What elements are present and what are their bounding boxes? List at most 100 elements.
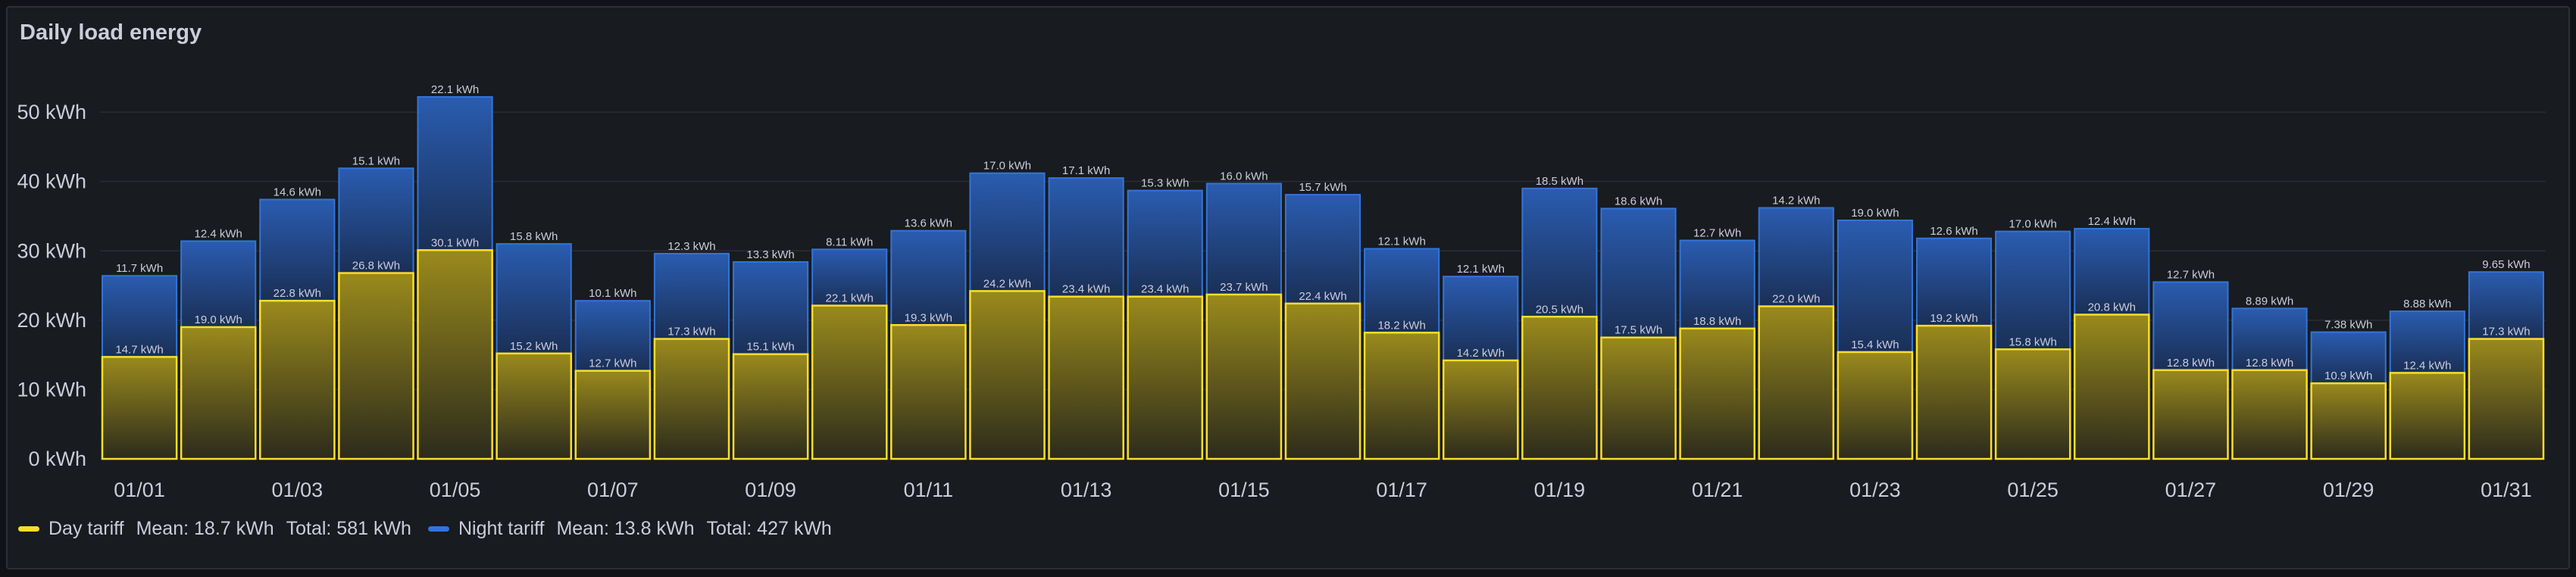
night-data-label: 8.11 kWh — [826, 235, 873, 248]
night-data-label: 12.1 kWh — [1457, 263, 1505, 276]
x-tick-label: 01/07 — [587, 479, 639, 501]
night-bar[interactable] — [1364, 248, 1440, 334]
x-tick-label: 01/29 — [2323, 479, 2374, 501]
night-bar[interactable] — [1048, 177, 1124, 298]
day-bar[interactable] — [101, 356, 178, 460]
x-tick-label: 01/09 — [745, 479, 796, 501]
night-data-label: 22.1 kWh — [431, 83, 479, 96]
night-data-label: 15.1 kWh — [352, 154, 400, 167]
night-bar[interactable] — [259, 198, 336, 302]
night-data-label: 12.4 kWh — [195, 227, 242, 240]
x-tick-label: 01/13 — [1061, 479, 1112, 501]
day-data-label: 23.7 kWh — [1220, 281, 1268, 294]
night-bar[interactable] — [733, 260, 809, 355]
night-bar[interactable] — [338, 167, 414, 274]
night-data-label: 17.0 kWh — [983, 160, 1031, 173]
x-tick-label: 01/05 — [430, 479, 481, 501]
day-data-label: 20.5 kWh — [1536, 303, 1583, 316]
night-bar[interactable] — [811, 248, 888, 307]
x-tick-label: 01/23 — [1849, 479, 1901, 501]
night-data-label: 7.38 kWh — [2324, 319, 2372, 332]
day-bar[interactable] — [2073, 313, 2150, 460]
day-bar[interactable] — [732, 353, 809, 460]
night-data-label: 15.3 kWh — [1141, 177, 1189, 190]
day-bar[interactable] — [574, 370, 652, 460]
day-bar[interactable] — [653, 338, 730, 460]
night-bar[interactable] — [1127, 189, 1203, 298]
night-bar[interactable] — [2389, 310, 2465, 374]
x-tick-label: 01/03 — [272, 479, 324, 501]
day-bar[interactable] — [2389, 372, 2466, 460]
day-bar[interactable] — [1600, 336, 1677, 460]
day-bar[interactable] — [2310, 382, 2387, 460]
day-bar[interactable] — [338, 272, 414, 460]
x-tick-label: 01/17 — [1376, 479, 1427, 501]
legend-item-day[interactable]: Day tariff Mean: 18.7 kWh Total: 581 kWh — [18, 518, 411, 540]
night-bar[interactable] — [2310, 331, 2387, 385]
day-bar[interactable] — [1048, 295, 1124, 460]
day-bar[interactable] — [1363, 332, 1440, 460]
night-bar[interactable] — [969, 172, 1046, 292]
day-bar[interactable] — [259, 299, 336, 460]
day-bar[interactable] — [1127, 295, 1204, 460]
day-data-label: 18.8 kWh — [1693, 315, 1741, 328]
day-bar[interactable] — [2468, 338, 2545, 460]
x-tick-label: 01/15 — [1218, 479, 1270, 501]
night-bar[interactable] — [1758, 207, 1834, 307]
night-bar[interactable] — [1284, 194, 1361, 304]
y-tick-label: 10 kWh — [17, 378, 86, 401]
night-data-label: 12.7 kWh — [2167, 268, 2215, 281]
day-bar[interactable] — [1758, 305, 1835, 460]
day-bar[interactable] — [2152, 369, 2229, 460]
day-bar[interactable] — [496, 352, 573, 460]
y-tick-label: 50 kWh — [17, 101, 86, 123]
day-data-label: 14.2 kWh — [1457, 347, 1505, 360]
day-data-label: 15.1 kWh — [746, 341, 794, 354]
day-bar[interactable] — [890, 324, 967, 460]
night-bar[interactable] — [1521, 187, 1598, 318]
legend-day-total: Total: 581 kWh — [286, 518, 411, 539]
legend-night-mean: Mean: 13.8 kWh — [556, 518, 695, 539]
day-bar[interactable] — [180, 326, 257, 460]
day-bar[interactable] — [969, 290, 1046, 460]
night-bar[interactable] — [1205, 182, 1282, 295]
day-data-label: 12.7 kWh — [589, 357, 636, 370]
day-data-label: 10.9 kWh — [2324, 370, 2372, 382]
day-bar[interactable] — [1442, 359, 1519, 460]
x-tick-label: 01/25 — [2007, 479, 2059, 501]
night-data-label: 12.6 kWh — [1930, 225, 1977, 238]
night-data-label: 13.6 kWh — [905, 217, 952, 230]
night-bar[interactable] — [2231, 307, 2308, 371]
day-data-label: 12.8 kWh — [2246, 357, 2293, 370]
day-data-label: 22.1 kWh — [826, 292, 874, 305]
day-data-label: 17.5 kWh — [1615, 324, 1662, 337]
night-bar[interactable] — [2468, 271, 2544, 340]
day-data-label: 14.7 kWh — [115, 343, 163, 356]
legend-item-night[interactable]: Night tariff Mean: 13.8 kWh Total: 427 k… — [427, 518, 832, 540]
night-bar[interactable] — [1679, 239, 1755, 329]
night-bar[interactable] — [1600, 207, 1677, 338]
night-bar[interactable] — [1915, 237, 1993, 327]
night-bar[interactable] — [2152, 281, 2229, 371]
day-bar[interactable] — [1994, 348, 2071, 460]
night-bar[interactable] — [1837, 219, 1913, 353]
night-data-label: 19.0 kWh — [1851, 207, 1899, 220]
night-data-label: 18.5 kWh — [1536, 175, 1583, 188]
day-bar[interactable] — [1205, 293, 1283, 460]
day-bar[interactable] — [1837, 351, 1914, 460]
day-bar[interactable] — [1521, 316, 1598, 460]
night-bar[interactable] — [890, 229, 967, 326]
day-bar[interactable] — [1679, 327, 1755, 460]
day-data-label: 12.4 kWh — [2403, 359, 2451, 372]
day-bar[interactable] — [2231, 369, 2308, 460]
day-bar[interactable] — [1915, 324, 1993, 460]
night-bar[interactable] — [417, 95, 493, 251]
day-bar[interactable] — [417, 249, 493, 460]
x-tick-label: 01/01 — [114, 479, 165, 501]
day-bar[interactable] — [1284, 302, 1361, 460]
night-bar[interactable] — [2074, 227, 2150, 316]
day-bar[interactable] — [811, 304, 888, 460]
night-bar[interactable] — [496, 243, 572, 354]
night-bar[interactable] — [1995, 230, 2071, 351]
